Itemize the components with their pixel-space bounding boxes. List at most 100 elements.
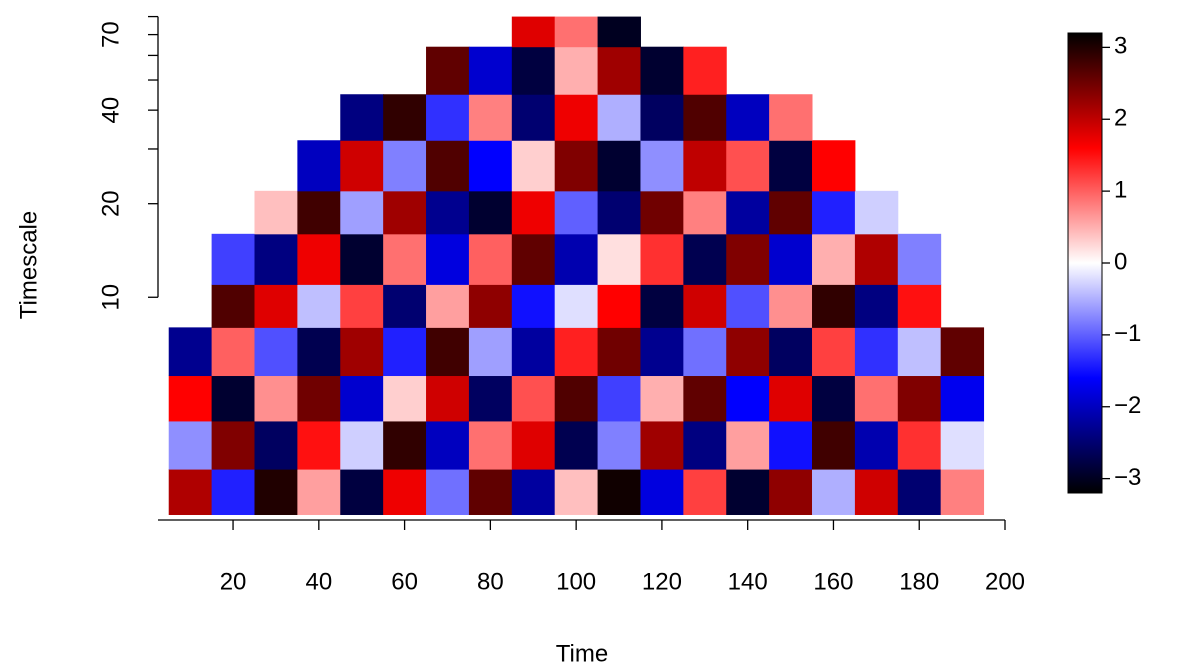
heat-cell [383, 420, 427, 470]
heat-cell [854, 233, 899, 285]
heat-cell [383, 94, 427, 141]
heat-cell [683, 420, 727, 470]
y-axis-label: Timescale [15, 211, 42, 319]
heat-cell [554, 233, 599, 285]
x-tick-label: 60 [391, 568, 418, 595]
colorbar-tick-label: −1 [1114, 320, 1141, 347]
heat-cell [511, 190, 556, 235]
y-tick-label: 20 [97, 190, 124, 217]
heat-cell [597, 233, 641, 285]
heat-cell [812, 190, 856, 235]
heat-cell [426, 94, 470, 141]
heat-cell [640, 327, 684, 377]
heat-cell [812, 469, 856, 515]
heat-cell [812, 284, 856, 328]
heat-cell [426, 469, 470, 515]
heat-cell [468, 140, 513, 192]
heat-cell [769, 327, 813, 377]
heat-cell [297, 375, 341, 422]
heat-cell [683, 94, 727, 141]
x-tick-label: 40 [305, 568, 332, 595]
x-axis-label: Time [556, 640, 608, 667]
heat-cell [769, 375, 813, 422]
heat-cell [511, 46, 556, 95]
heat-cell [854, 190, 899, 235]
heat-cell [940, 327, 985, 377]
heat-cell [640, 190, 684, 235]
heat-cell [812, 420, 856, 470]
heat-cell [897, 375, 942, 422]
heat-cell [468, 284, 513, 328]
heat-cell [383, 140, 427, 192]
heat-cell [168, 375, 213, 422]
heat-cell [683, 375, 727, 422]
heat-cell [511, 16, 556, 48]
heat-cell [897, 420, 942, 470]
heat-cell [468, 420, 513, 470]
heat-cell [683, 327, 727, 377]
heat-cell [211, 233, 255, 285]
heat-cell [854, 469, 899, 515]
heat-cell [297, 327, 341, 377]
heat-cell [168, 420, 213, 470]
heat-cell [254, 190, 298, 235]
heat-cell [511, 140, 556, 192]
heat-cell [426, 190, 470, 235]
heat-cell [254, 284, 298, 328]
heat-cell [511, 469, 556, 515]
heat-cell [940, 469, 985, 515]
heat-cell [383, 327, 427, 377]
heat-cell [340, 284, 384, 328]
heat-cell [168, 469, 213, 515]
heat-cell [426, 375, 470, 422]
heat-cell [640, 420, 684, 470]
heat-cell [211, 327, 255, 377]
heat-cell [597, 190, 641, 235]
heat-cell [597, 420, 641, 470]
heat-cell [640, 284, 684, 328]
heat-cell [340, 469, 384, 515]
x-tick-label: 100 [556, 568, 596, 595]
heat-cell [769, 233, 813, 285]
heat-cell [426, 284, 470, 328]
heat-cell [854, 375, 899, 422]
heat-cell [383, 284, 427, 328]
heat-cell [340, 190, 384, 235]
heat-cell [340, 140, 384, 192]
heat-cell [468, 46, 513, 95]
x-tick-label: 20 [220, 568, 247, 595]
heat-cell [383, 233, 427, 285]
heat-cell [683, 190, 727, 235]
heat-cell [426, 233, 470, 285]
heat-cell [726, 190, 770, 235]
heat-cell [640, 94, 684, 141]
heat-cell [297, 190, 341, 235]
heat-cell [468, 375, 513, 422]
heat-cell [511, 94, 556, 141]
heat-cell [554, 46, 599, 95]
heat-cell [426, 420, 470, 470]
heat-cell [554, 16, 599, 48]
heat-cell [769, 94, 813, 141]
heat-cell [554, 140, 599, 192]
heat-cell [812, 233, 856, 285]
heat-cell [511, 420, 556, 470]
colorbar-tick-label: −3 [1114, 464, 1141, 491]
heat-cell [683, 233, 727, 285]
heat-cell [340, 94, 384, 141]
heat-cell [640, 375, 684, 422]
heat-cell [726, 375, 770, 422]
heat-cell [897, 233, 942, 285]
heat-cell [597, 469, 641, 515]
x-tick-label: 140 [728, 568, 768, 595]
heat-cell [468, 327, 513, 377]
y-tick-label: 70 [97, 21, 124, 48]
colorbar-tick-label: 1 [1114, 176, 1127, 203]
heat-cell [383, 190, 427, 235]
heat-cell [426, 140, 470, 192]
colorbar-tick-label: 3 [1114, 33, 1127, 60]
heat-cell [940, 375, 985, 422]
heat-cell [683, 284, 727, 328]
heat-cell [211, 284, 255, 328]
heat-cell [640, 140, 684, 192]
